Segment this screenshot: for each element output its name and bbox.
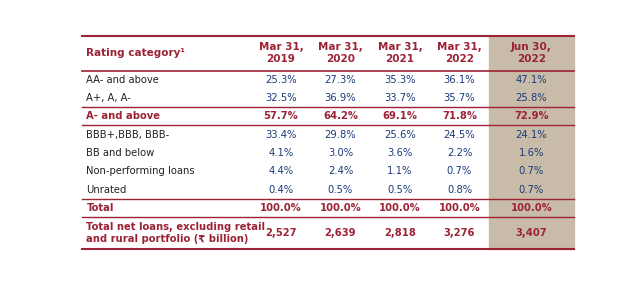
Text: 2,527: 2,527: [265, 228, 296, 238]
Text: 0.7%: 0.7%: [519, 166, 544, 176]
Text: 27.3%: 27.3%: [324, 75, 356, 85]
Text: 29.8%: 29.8%: [324, 130, 356, 139]
Text: Mar 31,
2020: Mar 31, 2020: [318, 42, 363, 64]
Text: 100.0%: 100.0%: [379, 203, 420, 213]
Text: 35.3%: 35.3%: [384, 75, 415, 85]
Text: 33.7%: 33.7%: [384, 93, 415, 103]
Text: 3,407: 3,407: [516, 228, 547, 238]
Text: 32.5%: 32.5%: [265, 93, 297, 103]
Text: Jun 30,
2022: Jun 30, 2022: [511, 42, 552, 64]
Text: Non-performing loans: Non-performing loans: [86, 166, 195, 176]
Text: Mar 31,
2021: Mar 31, 2021: [378, 42, 422, 64]
Text: 0.4%: 0.4%: [268, 184, 294, 195]
Text: 2.2%: 2.2%: [447, 148, 472, 158]
Text: 57.7%: 57.7%: [264, 111, 298, 121]
Text: BB and below: BB and below: [86, 148, 155, 158]
Bar: [489, 36, 573, 249]
Text: 3.6%: 3.6%: [387, 148, 413, 158]
Text: 36.9%: 36.9%: [324, 93, 356, 103]
Text: 24.1%: 24.1%: [516, 130, 547, 139]
Text: 0.5%: 0.5%: [387, 184, 413, 195]
Text: 69.1%: 69.1%: [383, 111, 417, 121]
Text: 4.4%: 4.4%: [268, 166, 294, 176]
Text: 1.6%: 1.6%: [518, 148, 544, 158]
Text: 25.3%: 25.3%: [265, 75, 297, 85]
Text: 0.7%: 0.7%: [447, 166, 472, 176]
Text: 1.1%: 1.1%: [387, 166, 413, 176]
Text: 100.0%: 100.0%: [511, 203, 552, 213]
Text: 100.0%: 100.0%: [438, 203, 480, 213]
Text: 71.8%: 71.8%: [442, 111, 477, 121]
Text: BBB+,BBB, BBB-: BBB+,BBB, BBB-: [86, 130, 170, 139]
Text: 47.1%: 47.1%: [516, 75, 547, 85]
Text: AA- and above: AA- and above: [86, 75, 159, 85]
Text: Unrated: Unrated: [86, 184, 127, 195]
Text: 25.8%: 25.8%: [516, 93, 547, 103]
Text: 72.9%: 72.9%: [514, 111, 548, 121]
Text: Mar 31,
2019: Mar 31, 2019: [259, 42, 303, 64]
Text: 100.0%: 100.0%: [319, 203, 361, 213]
Text: Total: Total: [86, 203, 114, 213]
Text: 2,818: 2,818: [384, 228, 416, 238]
Text: Mar 31,
2022: Mar 31, 2022: [437, 42, 482, 64]
Text: 0.8%: 0.8%: [447, 184, 472, 195]
Text: A- and above: A- and above: [86, 111, 161, 121]
Text: 64.2%: 64.2%: [323, 111, 358, 121]
Text: 4.1%: 4.1%: [268, 148, 294, 158]
Text: 2,639: 2,639: [324, 228, 356, 238]
Text: Total net loans, excluding retail
and rural portfolio (₹ billion): Total net loans, excluding retail and ru…: [86, 222, 266, 244]
Text: A+, A, A-: A+, A, A-: [86, 93, 131, 103]
Text: 3.0%: 3.0%: [328, 148, 353, 158]
Text: 0.5%: 0.5%: [328, 184, 353, 195]
Text: 36.1%: 36.1%: [444, 75, 476, 85]
Text: 3,276: 3,276: [444, 228, 475, 238]
Text: 33.4%: 33.4%: [265, 130, 296, 139]
Text: Rating category¹: Rating category¹: [86, 48, 186, 58]
Text: 0.7%: 0.7%: [519, 184, 544, 195]
Text: 100.0%: 100.0%: [260, 203, 301, 213]
Text: 2.4%: 2.4%: [328, 166, 353, 176]
Text: 25.6%: 25.6%: [384, 130, 416, 139]
Text: 35.7%: 35.7%: [444, 93, 476, 103]
Text: 24.5%: 24.5%: [444, 130, 476, 139]
